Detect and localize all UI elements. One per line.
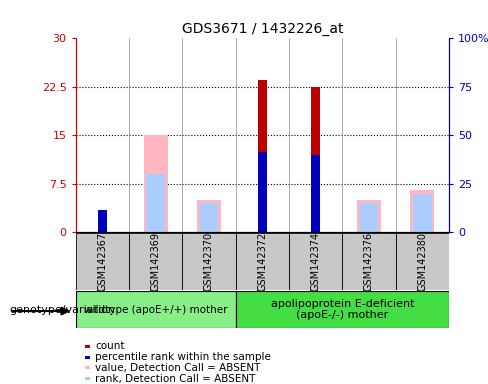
Bar [342,233,396,290]
Text: apolipoprotein E-deficient
(apoE-/-) mother: apolipoprotein E-deficient (apoE-/-) mot… [270,299,414,320]
Bar [413,194,431,232]
Bar [76,291,236,328]
Text: GSM142369: GSM142369 [151,232,161,291]
Text: percentile rank within the sample: percentile rank within the sample [95,352,271,362]
Bar [143,136,168,232]
Text: GSM142380: GSM142380 [417,232,427,291]
Text: genotype/variation: genotype/variation [10,305,116,315]
Bar [311,87,321,232]
Bar [146,174,165,232]
Bar [357,200,381,232]
Bar [98,210,107,232]
Bar [360,203,378,232]
Bar [236,233,289,290]
Bar [258,80,267,232]
Text: GSM142376: GSM142376 [364,232,374,291]
Bar [410,190,434,232]
Title: GDS3671 / 1432226_at: GDS3671 / 1432226_at [182,22,343,36]
Bar [98,218,107,232]
Text: rank, Detection Call = ABSENT: rank, Detection Call = ABSENT [95,374,256,384]
Text: GSM142374: GSM142374 [311,232,321,291]
Text: wildtype (apoE+/+) mother: wildtype (apoE+/+) mother [84,305,227,314]
Text: value, Detection Call = ABSENT: value, Detection Call = ABSENT [95,363,261,373]
Bar [396,233,449,290]
Bar [311,155,321,232]
Bar [76,233,129,290]
Text: GSM142370: GSM142370 [204,232,214,291]
Bar [129,233,183,290]
Bar [200,203,218,232]
Text: count: count [95,341,125,351]
Text: GSM142367: GSM142367 [97,232,107,291]
Bar [183,233,236,290]
Bar [258,152,267,232]
Bar [236,291,449,328]
Bar [197,200,221,232]
Bar [289,233,342,290]
Text: GSM142372: GSM142372 [257,232,267,291]
